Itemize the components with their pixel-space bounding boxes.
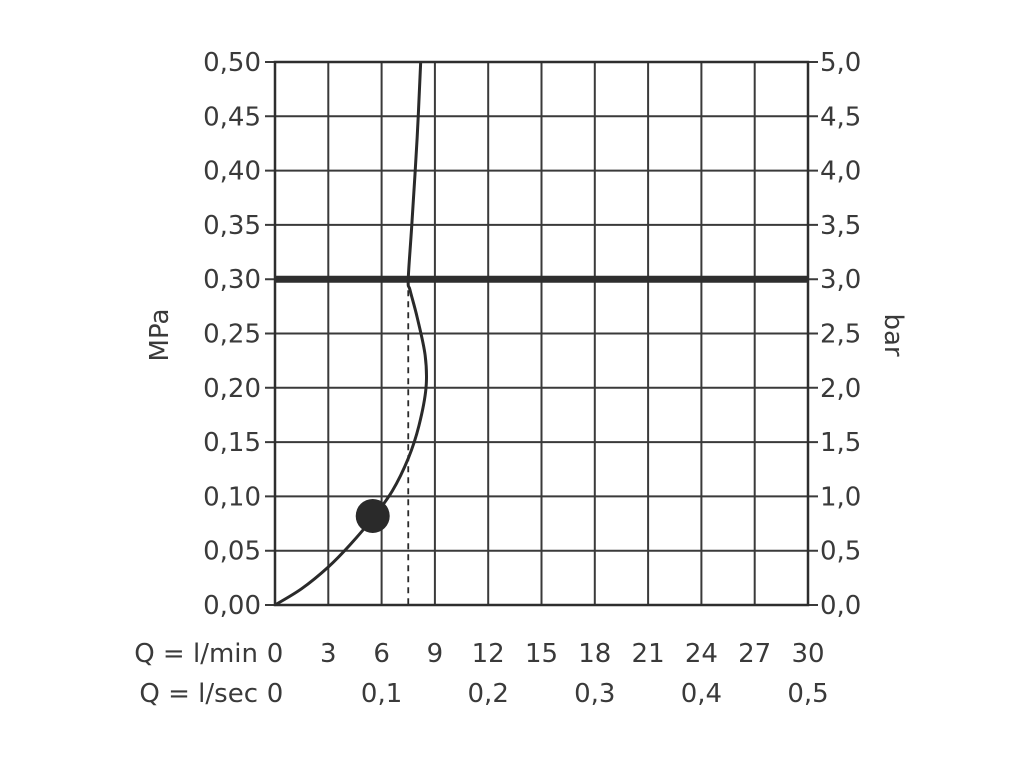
right-tick-label: 2,5 bbox=[820, 320, 861, 350]
x-axis-lmin-ticks: 0 3 6 9 12 15 18 21 24 27 30 bbox=[267, 639, 825, 669]
right-tick-label: 0,0 bbox=[820, 591, 861, 621]
x-axis-lmin-label: Q = l/min bbox=[134, 639, 258, 669]
left-tick-label: 0,45 bbox=[203, 102, 261, 132]
x-lmin-tick-label: 6 bbox=[373, 639, 390, 669]
plot-border bbox=[273, 60, 810, 607]
x-lsec-tick-label: 0 bbox=[267, 679, 284, 709]
x-lsec-tick-label: 0,3 bbox=[574, 679, 615, 709]
x-lmin-tick-label: 0 bbox=[267, 639, 284, 669]
right-tick-label: 0,5 bbox=[820, 537, 861, 567]
left-tick-label: 0,10 bbox=[203, 482, 261, 512]
right-tick-label: 3,0 bbox=[820, 265, 861, 295]
plot-frame bbox=[273, 60, 810, 607]
x-lmin-tick-label: 18 bbox=[578, 639, 611, 669]
left-tick-label: 0,40 bbox=[203, 157, 261, 187]
x-lmin-tick-label: 24 bbox=[685, 639, 718, 669]
left-tick-label: 0,15 bbox=[203, 428, 261, 458]
left-tick-label: 0,50 bbox=[203, 48, 261, 78]
x-lsec-tick-label: 0,4 bbox=[681, 679, 722, 709]
left-tick-label: 0,00 bbox=[203, 591, 261, 621]
x-lmin-tick-label: 21 bbox=[632, 639, 665, 669]
x-lsec-tick-label: 0,1 bbox=[361, 679, 402, 709]
x-axis-lsec-ticks: 0 0,1 0,2 0,3 0,4 0,5 bbox=[267, 679, 829, 709]
x-lmin-tick-label: 3 bbox=[320, 639, 337, 669]
series-line bbox=[274, 61, 429, 607]
left-axis-ticks: 0,00 0,05 0,10 0,15 0,20 0,25 0,30 0,35 0,40 0,45… bbox=[203, 48, 261, 621]
operating-point-marker bbox=[355, 498, 390, 533]
x-lsec-tick-label: 0,5 bbox=[787, 679, 828, 709]
right-tick-label: 4,0 bbox=[820, 157, 861, 187]
right-axis-label: bar bbox=[878, 313, 908, 356]
right-tick-label: 4,5 bbox=[820, 102, 861, 132]
left-tick-label: 0,20 bbox=[203, 374, 261, 404]
x-lmin-tick-label: 30 bbox=[791, 639, 824, 669]
left-tick-label: 0,05 bbox=[203, 537, 261, 567]
x-lmin-tick-label: 9 bbox=[427, 639, 444, 669]
left-tick-label: 0,35 bbox=[203, 211, 261, 241]
right-tick-label: 1,5 bbox=[820, 428, 861, 458]
x-axis-lsec-label: Q = l/sec bbox=[139, 679, 258, 709]
left-axis-label: MPa bbox=[145, 309, 175, 362]
left-tick-label: 0,25 bbox=[203, 320, 261, 350]
x-lmin-tick-label: 27 bbox=[738, 639, 771, 669]
right-tick-label: 5,0 bbox=[820, 48, 861, 78]
right-tick-label: 2,0 bbox=[820, 374, 861, 404]
series-layer bbox=[274, 61, 429, 607]
right-axis-ticks: 0,0 0,5 1,0 1,5 2,0 2,5 3,0 3,5 4,0 4,5 5,0 bbox=[820, 48, 861, 621]
left-tick-label: 0,30 bbox=[203, 265, 261, 295]
right-tick-label: 3,5 bbox=[820, 211, 861, 241]
x-lmin-tick-label: 15 bbox=[525, 639, 558, 669]
grid bbox=[265, 61, 818, 606]
right-tick-label: 1,0 bbox=[820, 482, 861, 512]
x-lmin-tick-label: 12 bbox=[472, 639, 505, 669]
x-lsec-tick-label: 0,2 bbox=[468, 679, 509, 709]
